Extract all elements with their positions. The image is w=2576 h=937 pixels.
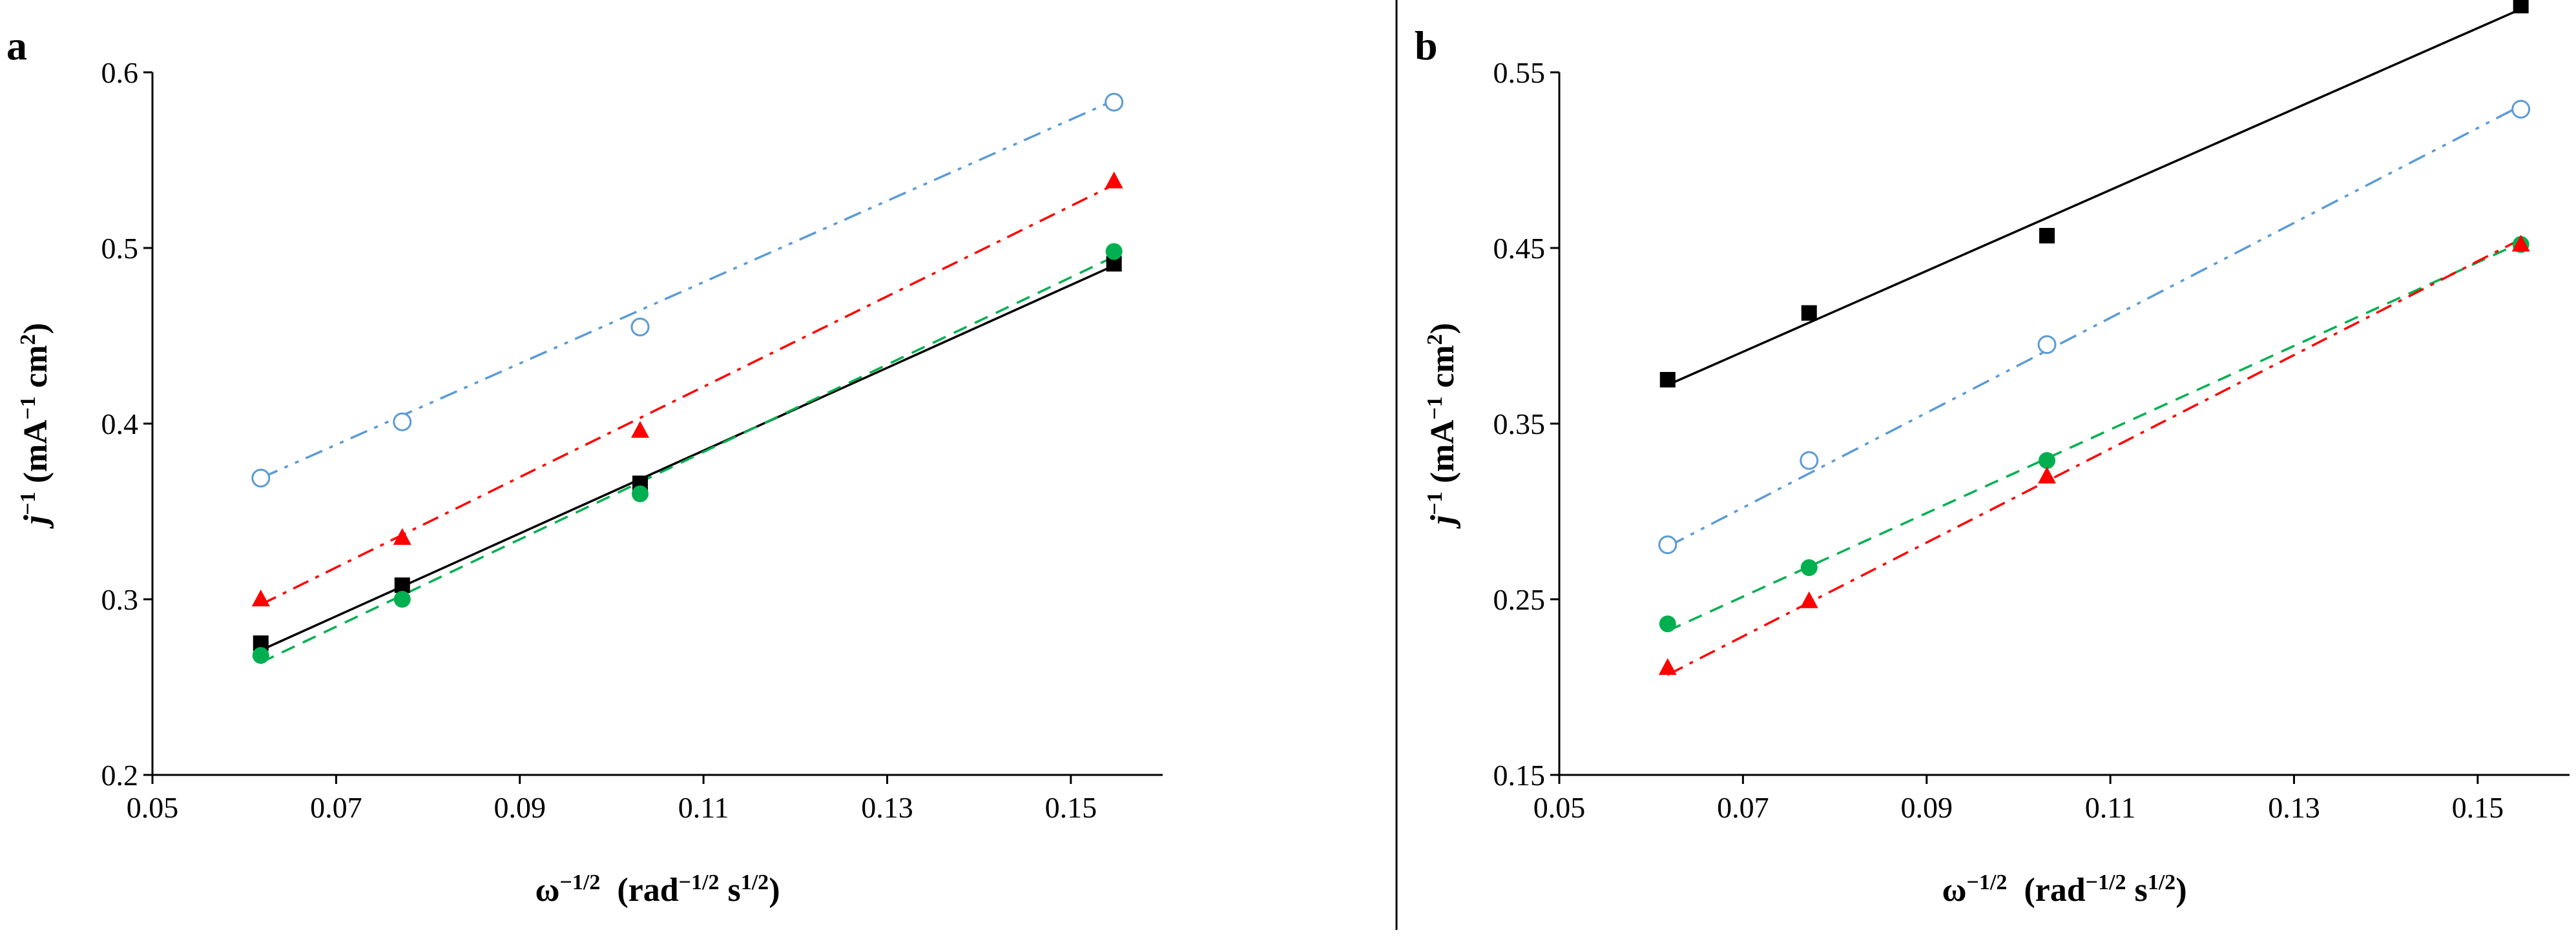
- data-point-filled-circle: [1800, 559, 1818, 577]
- x-title-unit-a: (rad: [2024, 872, 2085, 909]
- x-axis-title: ω−1/2 (rad−1/2 s1/2): [1942, 870, 2186, 909]
- x-title-unit-end: ): [769, 872, 780, 909]
- panel-label: a: [6, 23, 27, 68]
- data-point-filled-circle: [631, 485, 649, 502]
- x-title-unit-b-exp: 1/2: [2148, 870, 2176, 894]
- y-title-unit-a: (mA: [17, 420, 54, 492]
- panel-label: b: [1415, 23, 1438, 68]
- y-title-symbol: j: [1424, 515, 1461, 529]
- data-point-filled-circle: [393, 591, 411, 608]
- data-point-triangle: [393, 528, 411, 545]
- x-axis-title: ω−1/2 (rad−1/2 s1/2): [535, 870, 780, 909]
- y-axis-title: j−1 (mA−1 cm2): [1423, 323, 1462, 529]
- x-title-unit-b: s: [2126, 872, 2147, 909]
- data-point-open-circle: [251, 468, 271, 488]
- x-tick-label: 0.09: [1900, 791, 1953, 824]
- data-point-square: [2513, 0, 2529, 14]
- x-tick-label: 0.07: [310, 791, 362, 824]
- x-title-unit-a: (rad: [617, 872, 678, 909]
- x-title-symbol: ω: [535, 872, 559, 909]
- fit-line-filled-circle: [1667, 242, 2522, 632]
- x-title-symbol-exp: −1/2: [560, 870, 601, 894]
- y-axis-title: j−1 (mA−1 cm2): [16, 323, 55, 529]
- y-title-unit-b-exp: 2: [16, 334, 40, 345]
- x-tick-label: 0.05: [1533, 791, 1586, 824]
- x-title-unit-b-exp: 1/2: [741, 870, 769, 894]
- y-tick-label: 0.6: [101, 56, 139, 89]
- y-tick-label: 0.25: [1493, 583, 1546, 616]
- y-title-symbol-exp: −1: [16, 491, 40, 515]
- data-point-open-circle: [1658, 535, 1678, 555]
- x-title-unit-a-exp: −1/2: [2086, 870, 2126, 894]
- data-point-square: [1659, 372, 1676, 387]
- x-title-unit-b: s: [719, 872, 740, 909]
- data-point-square: [1801, 305, 1817, 321]
- data-point-triangle: [251, 590, 270, 606]
- data-point-open-circle: [2511, 99, 2531, 119]
- data-point-filled-circle: [1659, 615, 1676, 633]
- chart-panel-b: 0.15 0.25 0.35 0.45 0.55 0.05 0.07 0.09 0.11 0.13…: [1415, 0, 2570, 909]
- chart-panel-a: 0.2 0.3 0.4 0.5 0.6 0.05 0.07 0.09 0.11 0.13 0.15 a…: [6, 23, 1163, 909]
- x-tick-label: 0.11: [678, 791, 729, 824]
- y-title-unit-end: ): [1424, 323, 1461, 334]
- x-tick-label: 0.13: [861, 791, 913, 824]
- data-point-open-circle: [2037, 335, 2057, 355]
- data-point-triangle: [2037, 466, 2056, 484]
- data-point-triangle: [1800, 591, 1818, 608]
- data-point-triangle: [1658, 658, 1677, 675]
- x-tick-label: 0.05: [127, 791, 179, 824]
- y-tick-label: 0.5: [101, 232, 139, 265]
- x-tick-label: 0.13: [2268, 791, 2320, 824]
- y-title-symbol: j: [17, 515, 54, 529]
- fit-line-open-circle: [1667, 105, 2522, 548]
- x-title-unit-a-exp: −1/2: [679, 870, 720, 894]
- x-tick-label: 0.15: [2452, 791, 2504, 824]
- y-tick-label: 0.15: [1493, 759, 1546, 792]
- fit-line-square: [260, 264, 1115, 652]
- y-title-symbol-exp: −1: [1423, 491, 1447, 515]
- x-title-unit-end: ): [2176, 872, 2186, 909]
- y-tick-label: 0.55: [1493, 56, 1546, 89]
- data-point-triangle: [1105, 171, 1123, 189]
- fit-line-square: [1667, 8, 2522, 386]
- x-tick-label: 0.09: [493, 791, 546, 824]
- data-point-filled-circle: [252, 647, 269, 664]
- fit-line-filled-circle: [260, 256, 1115, 664]
- y-tick-label: 0.2: [101, 759, 139, 792]
- y-title-unit-end: ): [17, 323, 54, 334]
- y-title-unit-b-exp: 2: [1423, 334, 1447, 345]
- x-tick-label: 0.11: [2085, 791, 2136, 824]
- data-point-square: [394, 577, 410, 593]
- y-tick-label: 0.45: [1493, 232, 1546, 265]
- data-point-triangle: [2511, 234, 2530, 252]
- x-tick-label: 0.15: [1045, 791, 1097, 824]
- data-point-square: [2039, 227, 2055, 243]
- y-tick-label: 0.35: [1493, 407, 1546, 440]
- x-title-symbol-exp: −1/2: [1967, 870, 2008, 894]
- data-point-filled-circle: [1105, 243, 1123, 260]
- x-title-symbol: ω: [1942, 872, 1966, 909]
- y-title-unit-a-exp: −1: [16, 396, 40, 420]
- y-title-unit-a-exp: −1: [1423, 396, 1447, 420]
- data-point-open-circle: [1105, 92, 1124, 112]
- y-title-unit-a: (mA: [1424, 420, 1461, 492]
- x-tick-label: 0.07: [1717, 791, 1769, 824]
- fit-line-open-circle: [260, 99, 1115, 479]
- y-title-unit-b: cm: [1424, 345, 1461, 396]
- data-point-open-circle: [393, 412, 412, 431]
- data-point-open-circle: [630, 317, 650, 336]
- fit-line-triangle: [1667, 238, 2522, 676]
- y-title-unit-b: cm: [17, 345, 54, 396]
- y-tick-label: 0.4: [101, 407, 139, 440]
- fit-line-triangle: [260, 183, 1115, 606]
- data-point-triangle: [630, 420, 649, 438]
- data-point-filled-circle: [2038, 452, 2055, 469]
- data-point-open-circle: [1800, 451, 1819, 470]
- y-tick-label: 0.3: [101, 583, 139, 616]
